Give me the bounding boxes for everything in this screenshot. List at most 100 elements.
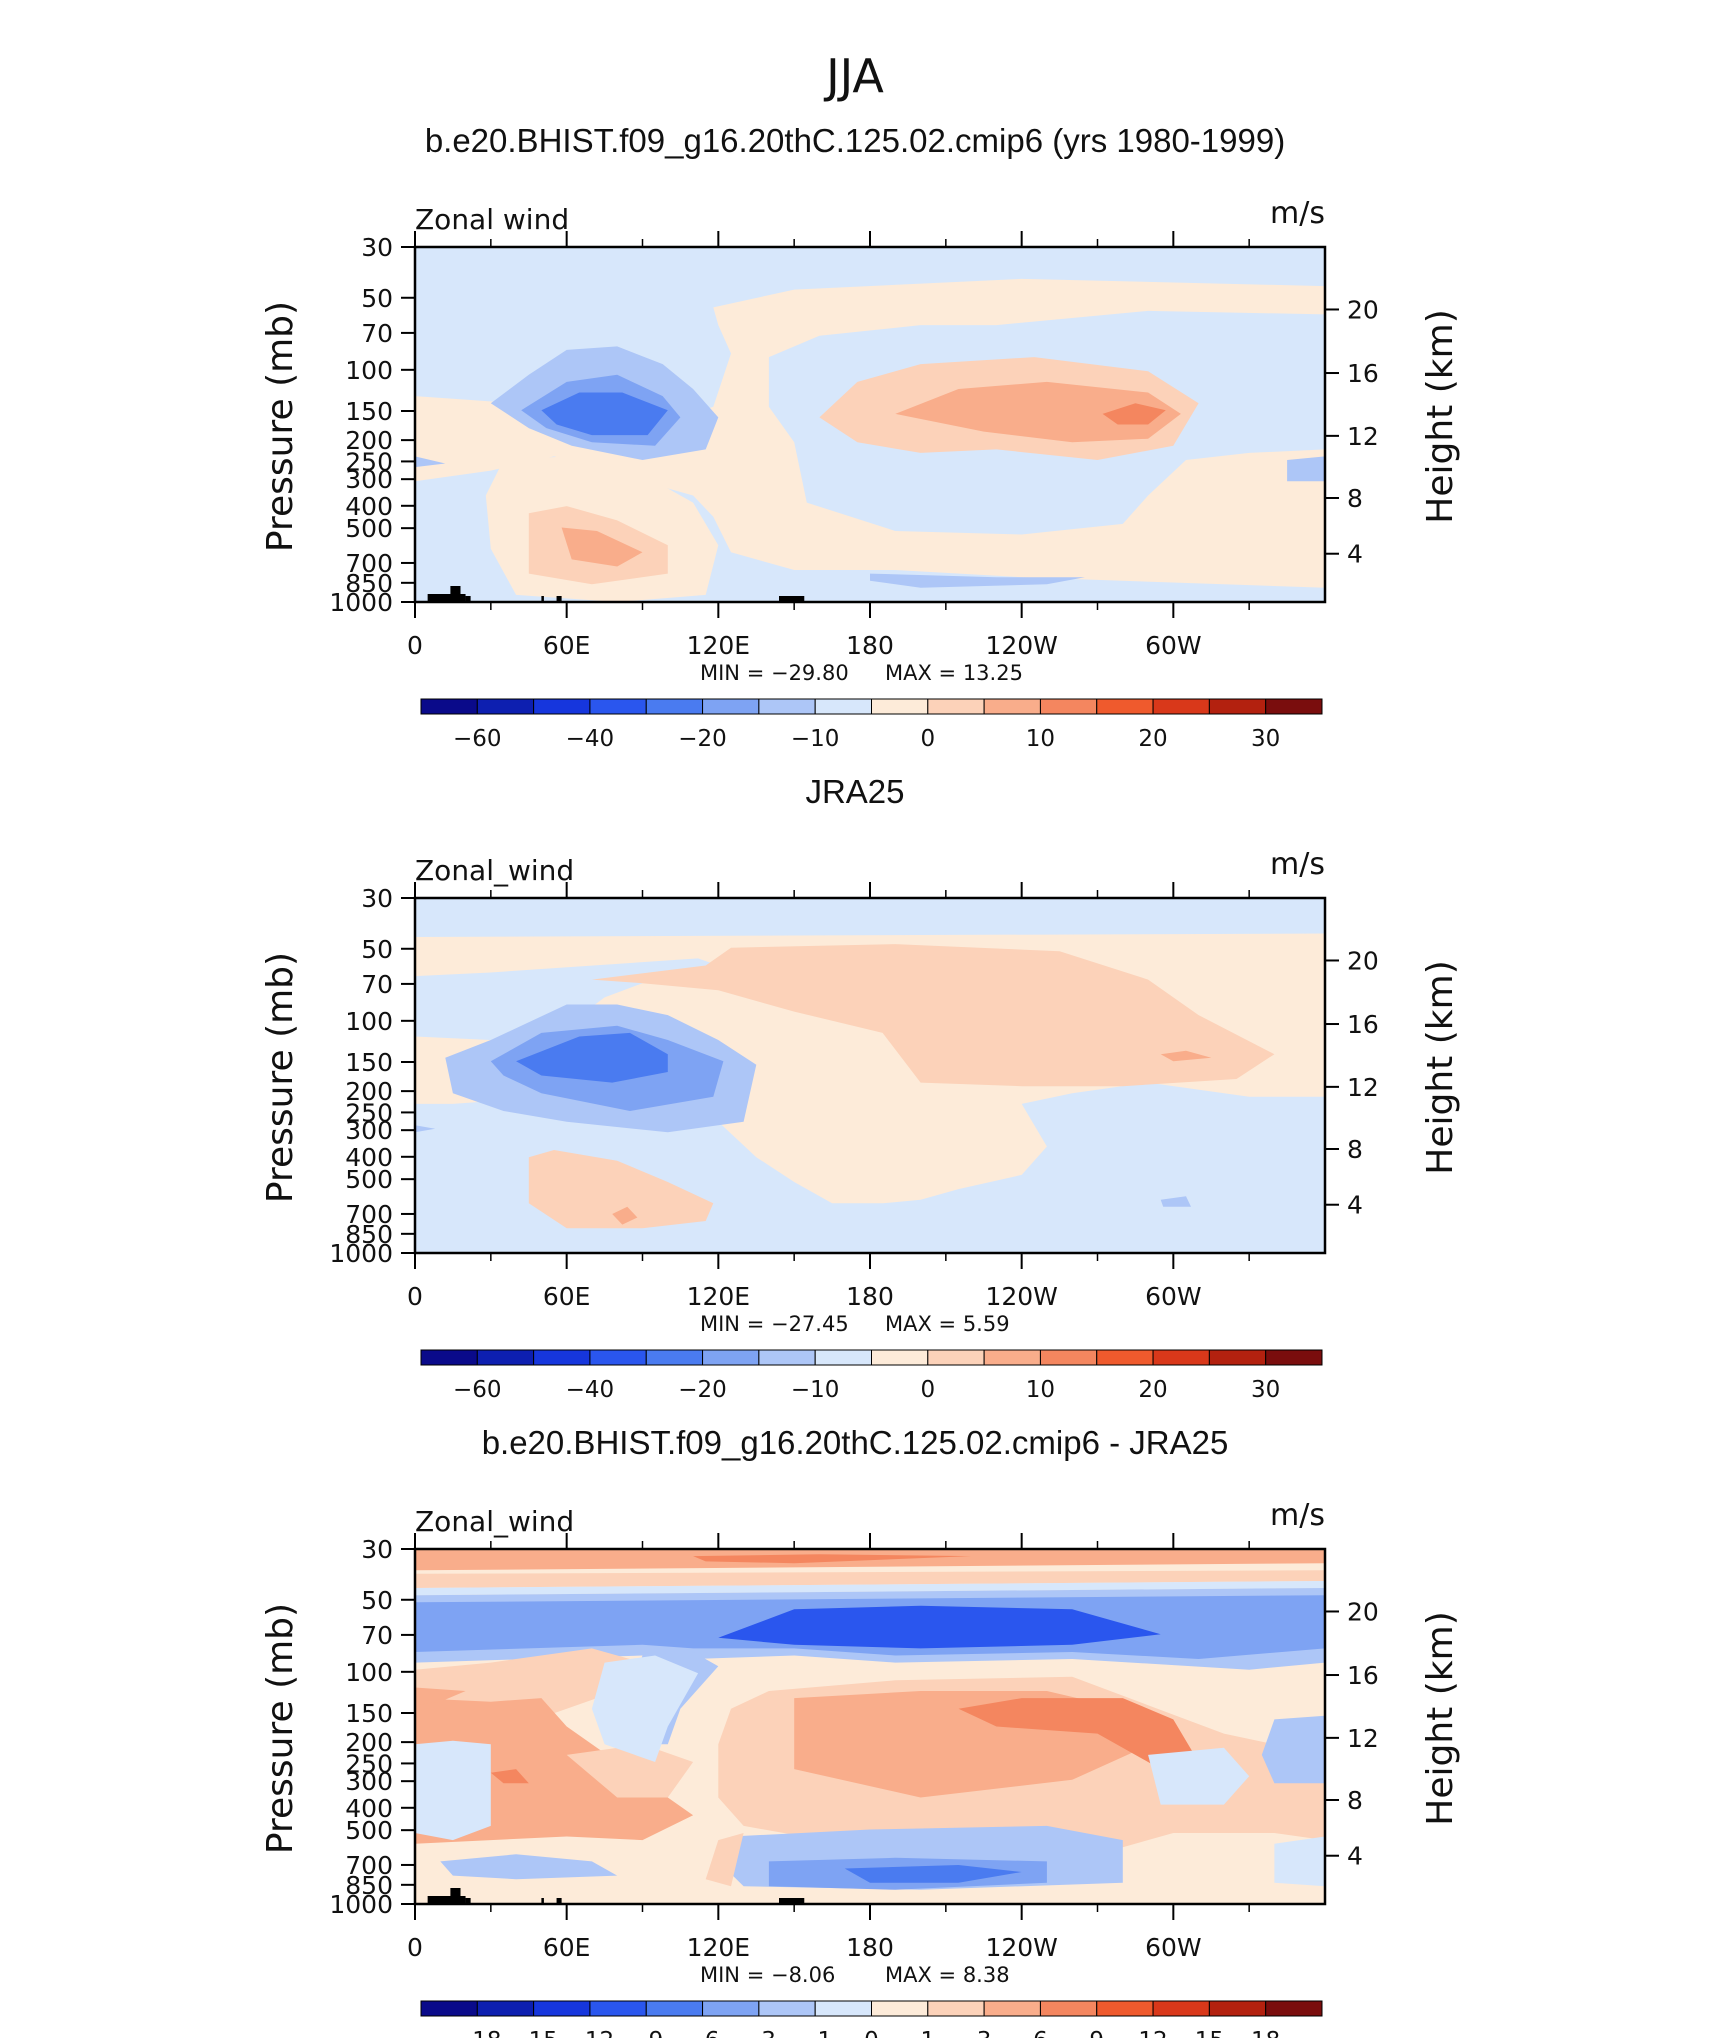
contour-region — [415, 456, 446, 468]
x-tick-label: 120E — [687, 631, 751, 660]
height-tick-label: 4 — [1347, 540, 1363, 569]
colorbar-label: 15 — [1195, 2028, 1224, 2038]
colorbar-box — [1265, 698, 1323, 715]
colorbar-label: 20 — [1138, 726, 1167, 752]
height-tick-label: 20 — [1347, 946, 1379, 975]
height-tick-label: 20 — [1347, 295, 1379, 324]
x-tick-label: 180 — [846, 1933, 894, 1962]
height-axis-title: Height (km) — [1420, 960, 1461, 1174]
colorbar-label: −40 — [566, 726, 615, 752]
colorbar-label: −6 — [686, 2028, 720, 2038]
height-axis-title: Height (km) — [1420, 1611, 1461, 1825]
y-tick-label: 300 — [345, 465, 393, 494]
y-tick-label: 30 — [361, 1535, 393, 1564]
min-label: MIN = −27.45 — [700, 1312, 849, 1336]
y-tick-label: 150 — [345, 1699, 393, 1728]
colorbar-box — [702, 1349, 760, 1366]
y-tick-label: 200 — [345, 1077, 393, 1106]
y-tick-label: 50 — [361, 935, 393, 964]
colorbar-label: 0 — [920, 726, 935, 752]
variable-label: Zonal_wind — [415, 854, 574, 887]
contour-region — [415, 1570, 1325, 1588]
colorbar-box — [871, 1349, 929, 1366]
colorbar-box — [533, 2000, 591, 2017]
y-tick-label: 250 — [345, 1098, 393, 1127]
colorbar-label: −10 — [791, 726, 840, 752]
y-tick-label: 850 — [345, 1220, 393, 1249]
topography-block — [427, 594, 466, 602]
topography-block — [541, 1898, 544, 1904]
colorbar-label: 10 — [1026, 1377, 1055, 1403]
y-tick-label: 400 — [345, 492, 393, 521]
topography-block — [779, 596, 805, 602]
colorbar-label: −10 — [791, 1377, 840, 1403]
colorbar-box — [1265, 2000, 1323, 2017]
contour-region — [1287, 456, 1325, 482]
colorbar-box — [589, 698, 647, 715]
colorbar-box — [983, 1349, 1041, 1366]
height-tick-label: 8 — [1347, 1786, 1363, 1815]
colorbar: −18 −15 −12 −9 −6 −3 −1 0 1 3 6 9 12 15 18 — [420, 2000, 1323, 2038]
colorbar-box — [1039, 2000, 1098, 2017]
colorbar-box — [983, 698, 1041, 715]
colorbar-box — [814, 2000, 872, 2017]
panel-title: b.e20.BHIST.f09_g16.20thC.125.02.cmip6 (… — [425, 122, 1285, 159]
y-tick-label: 500 — [345, 514, 393, 543]
colorbar-box — [476, 2000, 535, 2017]
y-tick-label: 100 — [345, 1658, 393, 1687]
y-tick-label: 70 — [361, 319, 393, 348]
topography-block — [450, 586, 461, 602]
contour-field — [415, 247, 1325, 602]
colorbar-box — [702, 698, 760, 715]
height-tick-label: 8 — [1347, 1135, 1363, 1164]
colorbar-box — [814, 698, 872, 715]
contour-region — [490, 1769, 529, 1784]
panel-1: b.e20.BHIST.f09_g16.20thC.125.02.cmip6 (… — [260, 122, 1461, 752]
contour-region — [440, 1854, 618, 1880]
colorbar-box — [814, 1349, 872, 1366]
y-tick-label: 500 — [345, 1165, 393, 1194]
x-tick-label: 60E — [543, 631, 591, 660]
topography-block — [450, 1888, 461, 1904]
figure-title: JJA — [823, 49, 884, 103]
y-tick-label: 1000 — [329, 1239, 393, 1268]
colorbar-box — [420, 2000, 478, 2017]
units-label: m/s — [1270, 196, 1325, 231]
colorbar-label: −20 — [678, 726, 727, 752]
colorbar-box — [589, 2000, 647, 2017]
colorbar-box — [420, 1349, 478, 1366]
colorbar-box — [476, 698, 535, 715]
height-tick-label: 12 — [1347, 1724, 1379, 1753]
contour-region — [415, 1125, 436, 1133]
colorbar-box — [927, 2000, 985, 2017]
topography-block — [556, 596, 562, 602]
contour-region — [1102, 403, 1166, 425]
colorbar-label: 20 — [1138, 1377, 1167, 1403]
x-tick-label: 0 — [407, 1282, 423, 1311]
panel-title: JRA25 — [805, 773, 904, 810]
contour-field — [415, 1549, 1325, 1904]
height-tick-label: 20 — [1347, 1597, 1379, 1626]
y-tick-label: 50 — [361, 284, 393, 313]
units-label: m/s — [1270, 847, 1325, 882]
colorbar-box — [1208, 698, 1267, 715]
y-tick-label: 150 — [345, 1048, 393, 1077]
y-tick-label: 70 — [361, 1621, 393, 1650]
contour-region — [561, 527, 643, 567]
colorbar-label: 9 — [1089, 2028, 1104, 2038]
height-tick-label: 12 — [1347, 1073, 1379, 1102]
colorbar-label: −60 — [453, 1377, 502, 1403]
colorbar-label: 30 — [1251, 726, 1280, 752]
colorbar-box — [702, 2000, 760, 2017]
x-tick-label: 120W — [985, 1282, 1057, 1311]
colorbar-box — [758, 698, 816, 715]
y-axis-title: Pressure (mb) — [260, 1603, 301, 1854]
variable-label: Zonal wind — [415, 203, 569, 236]
colorbar-label: 6 — [1033, 2028, 1048, 2038]
colorbar-box — [645, 1349, 704, 1366]
colorbar: −60 −40 −20 −10 0 10 20 30 — [420, 1349, 1323, 1403]
y-tick-label: 70 — [361, 970, 393, 999]
colorbar-label: 0 — [864, 2028, 879, 2038]
contour-region — [958, 1698, 1199, 1770]
